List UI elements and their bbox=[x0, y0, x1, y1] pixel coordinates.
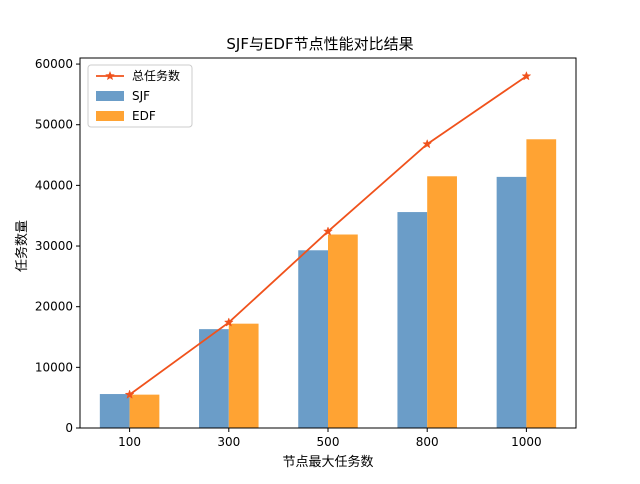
x-axis-label: 节点最大任务数 bbox=[282, 454, 373, 470]
y-tick-label-40000: 40000 bbox=[35, 178, 73, 192]
bar-edf-1000 bbox=[526, 139, 557, 428]
legend-swatch-edf bbox=[96, 111, 124, 121]
y-axis-label: 任务数量 bbox=[14, 220, 30, 272]
x-axis: 100 300 500 800 1000 bbox=[118, 428, 542, 449]
x-tick-label-800: 800 bbox=[416, 435, 439, 449]
point-total-tasks-800 bbox=[422, 138, 433, 149]
bar-sjf-100 bbox=[99, 394, 130, 428]
line-layer bbox=[124, 70, 532, 399]
y-axis: 0 10000 20000 30000 40000 50000 60000 bbox=[35, 57, 80, 435]
bar-edf-100 bbox=[129, 394, 160, 428]
bar-edf-500 bbox=[328, 234, 358, 428]
x-tick-label-300: 300 bbox=[217, 435, 240, 449]
bar-sjf-500 bbox=[298, 250, 328, 428]
bars-layer bbox=[99, 139, 557, 428]
legend-label-sjf: SJF bbox=[132, 89, 150, 103]
legend-swatch-sjf bbox=[96, 91, 124, 101]
bar-edf-300 bbox=[228, 323, 259, 428]
y-tick-label-60000: 60000 bbox=[35, 57, 73, 71]
y-tick-label-0: 0 bbox=[65, 421, 73, 435]
point-total-tasks-500 bbox=[323, 226, 333, 236]
point-total-tasks-100 bbox=[124, 389, 135, 399]
bar-sjf-300 bbox=[199, 329, 229, 428]
legend-label-total-tasks: 总任务数 bbox=[132, 68, 180, 83]
bar-sjf-800 bbox=[397, 212, 428, 428]
point-total-tasks-300 bbox=[223, 317, 234, 327]
legend-star-marker bbox=[105, 70, 115, 81]
y-tick-label-20000: 20000 bbox=[35, 300, 73, 314]
x-tick-label-500: 500 bbox=[317, 435, 340, 449]
y-tick-label-10000: 10000 bbox=[35, 360, 73, 374]
bar-sjf-1000 bbox=[496, 176, 527, 428]
chart-title: SJF与EDF节点性能对比结果 bbox=[226, 35, 413, 53]
legend: 总任务数 SJF EDF bbox=[87, 64, 193, 128]
y-tick-label-30000: 30000 bbox=[35, 239, 73, 253]
y-tick-label-50000: 50000 bbox=[35, 118, 73, 132]
legend-label-edf: EDF bbox=[132, 109, 156, 123]
x-tick-label-1000: 1000 bbox=[511, 435, 542, 449]
bar-edf-800 bbox=[427, 176, 457, 428]
x-tick-label-100: 100 bbox=[118, 435, 141, 449]
point-total-tasks-1000 bbox=[521, 70, 532, 81]
